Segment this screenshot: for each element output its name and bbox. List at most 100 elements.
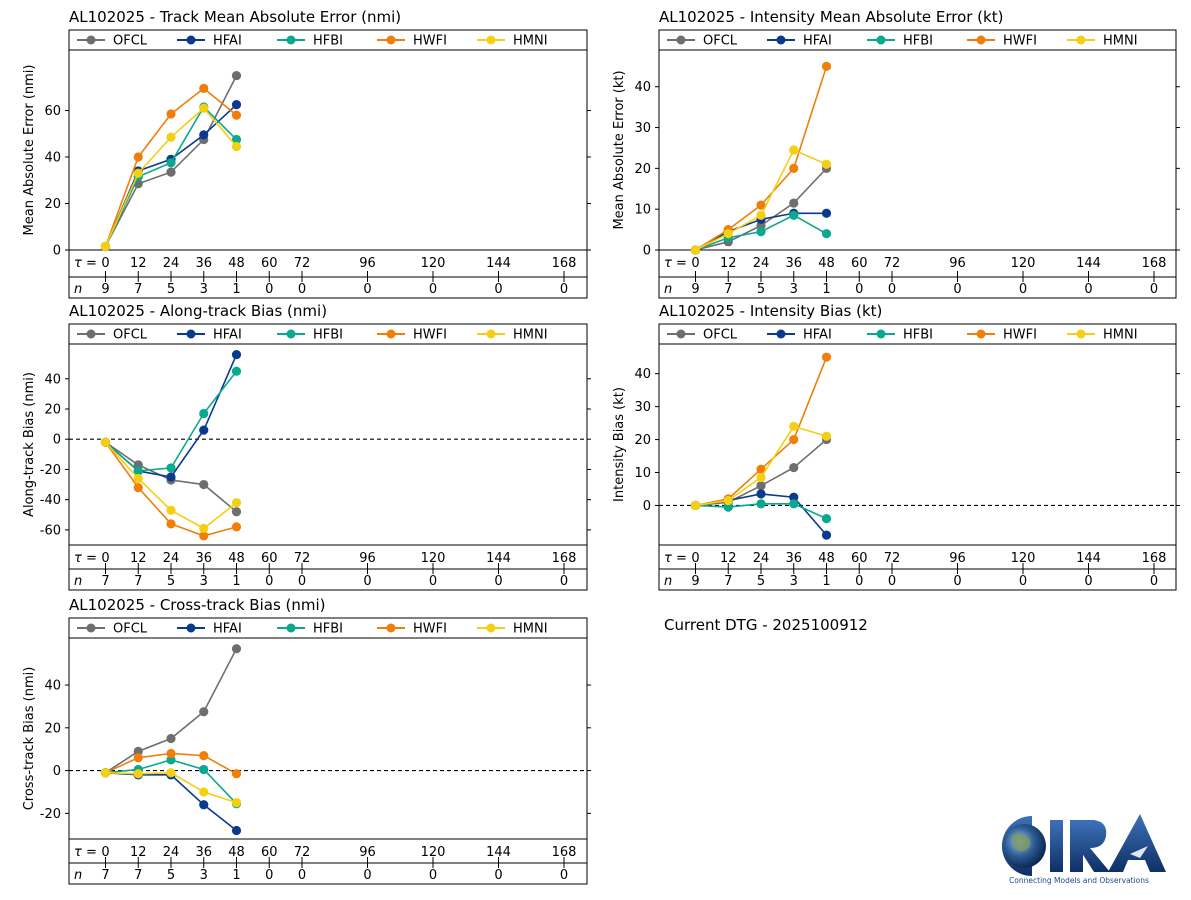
data-point xyxy=(166,167,176,177)
series-hfbi xyxy=(100,102,242,252)
legend-label-hfbi: HFBI xyxy=(313,328,343,343)
tau-tick-label: 0 xyxy=(101,845,109,860)
legend-marker-hfai xyxy=(186,329,196,339)
data-point xyxy=(231,110,242,120)
y-tick-label: -20 xyxy=(40,807,61,822)
y-tick-label: 30 xyxy=(634,121,651,136)
tau-tick-label: 12 xyxy=(130,845,147,860)
data-point xyxy=(166,733,176,744)
tau-label: τ = xyxy=(664,551,687,566)
y-tick-label: 0 xyxy=(643,499,651,514)
y-tick-label: 40 xyxy=(44,679,61,694)
n-value: 0 xyxy=(429,574,437,589)
y-tick-label: 20 xyxy=(44,721,61,736)
tau-tick-label: 72 xyxy=(294,551,311,566)
tau-tick-label: 12 xyxy=(720,551,737,566)
y-axis-label: Intensity Bias (kt) xyxy=(612,387,627,502)
chart-title: AL102025 - Along-track Bias (nmi) xyxy=(69,302,327,320)
tau-tick-label: 168 xyxy=(552,256,577,271)
legend-label-ofcl: OFCL xyxy=(113,34,148,49)
y-tick-label: 40 xyxy=(44,372,61,387)
data-point xyxy=(133,746,143,756)
tau-tick-label: 72 xyxy=(294,256,311,271)
n-value: 0 xyxy=(429,868,437,883)
legend-label-hfbi: HFBI xyxy=(313,622,343,637)
chart-frame xyxy=(68,617,588,885)
data-point xyxy=(821,431,832,441)
data-point xyxy=(231,349,242,360)
data-point xyxy=(789,198,799,208)
series-line-hfai xyxy=(105,771,237,832)
tau-tick-label: 36 xyxy=(785,551,802,566)
tau-tick-label: 96 xyxy=(359,845,376,860)
tau-tick-label: 168 xyxy=(552,845,577,860)
data-point xyxy=(199,408,209,419)
n-label: n xyxy=(74,868,82,883)
data-point xyxy=(166,463,176,473)
legend-label-hfbi: HFBI xyxy=(903,34,933,49)
legend-marker-hwfi xyxy=(976,329,986,339)
data-point xyxy=(821,530,832,540)
n-value: 0 xyxy=(265,282,273,297)
tau-tick-label: 60 xyxy=(261,551,278,566)
data-point xyxy=(756,472,766,483)
tau-tick-label: 36 xyxy=(195,551,212,566)
legend-label-hfai: HFAI xyxy=(803,328,832,343)
data-point xyxy=(231,100,242,110)
legend-label-ofcl: OFCL xyxy=(113,622,148,637)
legend-label-hwfi: HWFI xyxy=(1003,328,1037,343)
tau-tick-label: 120 xyxy=(1011,551,1036,566)
chart-frame xyxy=(658,323,1177,591)
cira-logo-art xyxy=(1002,814,1166,876)
legend-marker-hwfi xyxy=(386,623,396,633)
legend-label-ofcl: OFCL xyxy=(113,328,148,343)
data-point xyxy=(821,61,832,71)
y-axis-label: Mean Absolute Error (nmi) xyxy=(22,65,37,236)
tau-tick-label: 168 xyxy=(552,551,577,566)
chart-panel-1: AL102025 - Track Mean Absolute Error (nm… xyxy=(22,8,591,299)
data-point xyxy=(199,130,209,140)
y-tick-label: 60 xyxy=(44,104,61,119)
data-point xyxy=(231,141,242,152)
data-point xyxy=(166,472,176,482)
legend-marker-hfai xyxy=(776,329,786,339)
legend-label-hmni: HMNI xyxy=(513,622,548,637)
n-value: 9 xyxy=(101,282,109,297)
chart-panel-4: AL102025 - Intensity Bias (kt) OFCL HFAI HF… xyxy=(612,302,1180,591)
data-point xyxy=(821,514,832,524)
y-tick-label: 20 xyxy=(44,402,61,417)
data-point xyxy=(133,473,143,484)
n-label: n xyxy=(74,282,82,297)
tau-tick-label: 48 xyxy=(228,551,245,566)
n-value: 1 xyxy=(232,868,240,883)
series-hfai xyxy=(100,349,242,482)
n-value: 0 xyxy=(560,574,568,589)
series-hmni xyxy=(690,421,832,511)
legend-label-hfai: HFAI xyxy=(213,34,242,49)
data-point xyxy=(100,768,111,778)
tau-tick-label: 36 xyxy=(195,845,212,860)
data-point xyxy=(133,769,143,779)
legend-marker-ofcl xyxy=(676,35,686,45)
tau-tick-label: 144 xyxy=(486,551,511,566)
tau-tick-label: 72 xyxy=(294,845,311,860)
data-point xyxy=(199,800,209,810)
legend-marker-ofcl xyxy=(676,329,686,339)
n-value: 1 xyxy=(822,282,830,297)
n-value: 0 xyxy=(1150,574,1158,589)
tau-tick-label: 144 xyxy=(486,845,511,860)
y-tick-label: 20 xyxy=(44,197,61,212)
data-point xyxy=(690,500,701,511)
tau-tick-label: 48 xyxy=(228,256,245,271)
chart-frame xyxy=(68,29,588,299)
tau-tick-label: 120 xyxy=(421,845,446,860)
n-value: 5 xyxy=(167,868,175,883)
tau-tick-label: 48 xyxy=(228,845,245,860)
legend-label-hwfi: HWFI xyxy=(1003,34,1037,49)
tau-tick-label: 72 xyxy=(884,256,901,271)
series-hmni xyxy=(100,103,242,252)
data-point xyxy=(821,352,832,362)
data-point xyxy=(133,482,143,493)
n-value: 0 xyxy=(560,282,568,297)
data-point xyxy=(166,748,176,759)
